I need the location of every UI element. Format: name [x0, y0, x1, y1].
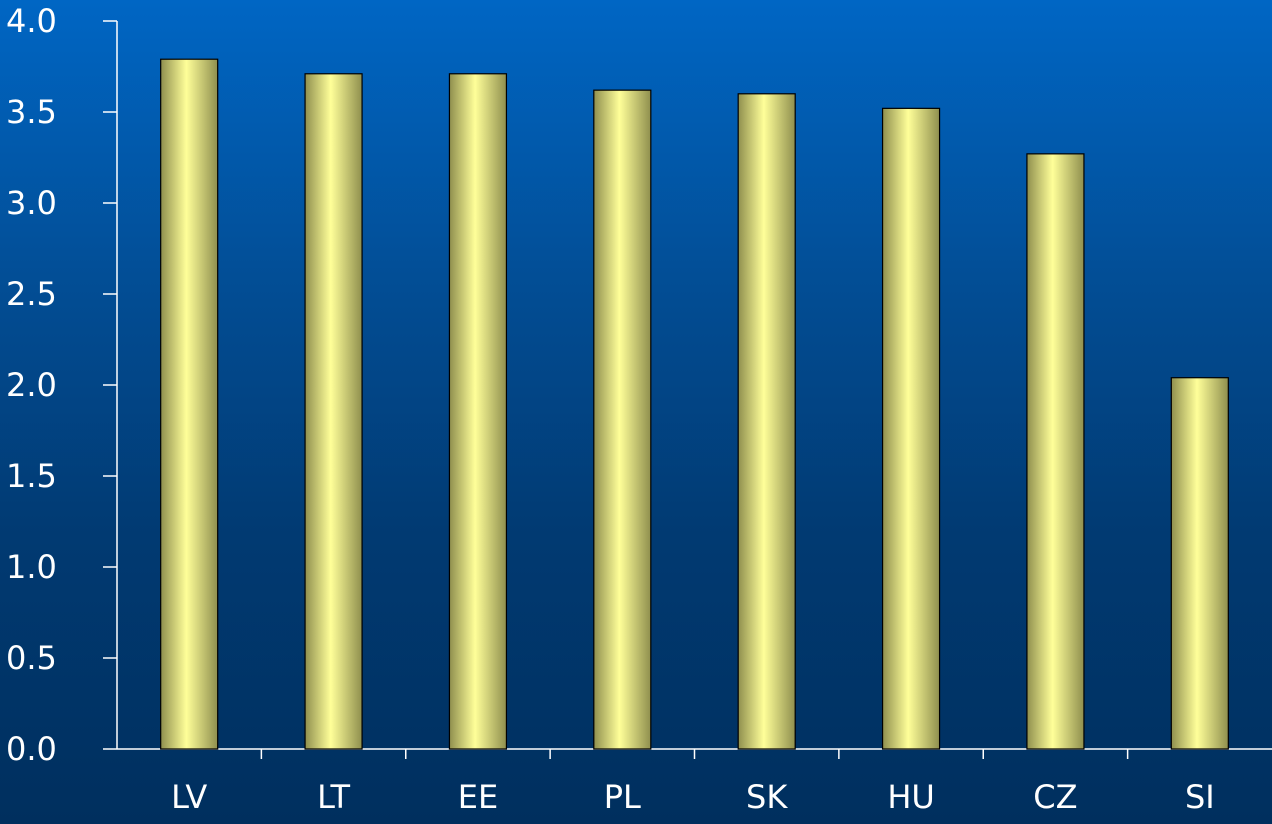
- bars-group: [160, 58, 1229, 750]
- bar-lv: [160, 58, 219, 750]
- x-tick-label: LV: [171, 778, 207, 816]
- x-tick-label: SK: [746, 778, 788, 816]
- x-tick-label: PL: [604, 778, 641, 816]
- x-tick-labels: LV LT EE PL SK HU CZ SI: [171, 778, 1215, 816]
- x-tick-label: HU: [887, 778, 934, 816]
- bar-cz: [1026, 153, 1085, 750]
- x-tick-label: CZ: [1033, 778, 1077, 816]
- bar-hu: [881, 107, 941, 750]
- bar-ee: [448, 73, 508, 750]
- y-tick-label: 1.5: [6, 457, 57, 495]
- y-tick-label: 2.0: [6, 366, 57, 404]
- y-tick-labels: 0.0 0.5 1.0 1.5 2.0 2.5 3.0 3.5 4.0: [6, 2, 57, 768]
- y-tick-label: 0.5: [6, 639, 57, 677]
- chart-axes: [103, 20, 1272, 759]
- y-tick-label: 4.0: [6, 2, 57, 40]
- x-tick-label: EE: [458, 778, 498, 816]
- x-tick-label: LT: [317, 778, 350, 816]
- bar-pl: [593, 89, 652, 750]
- y-tick-label: 0.0: [6, 730, 57, 768]
- bar-sk: [737, 93, 796, 750]
- y-tick-label: 2.5: [6, 275, 57, 313]
- y-tick-label: 3.5: [6, 93, 57, 131]
- x-tick-label: SI: [1185, 778, 1215, 816]
- y-tick-label: 3.0: [6, 184, 57, 222]
- bar-lt: [304, 73, 363, 750]
- y-tick-label: 1.0: [6, 548, 57, 586]
- bar-si: [1170, 377, 1229, 750]
